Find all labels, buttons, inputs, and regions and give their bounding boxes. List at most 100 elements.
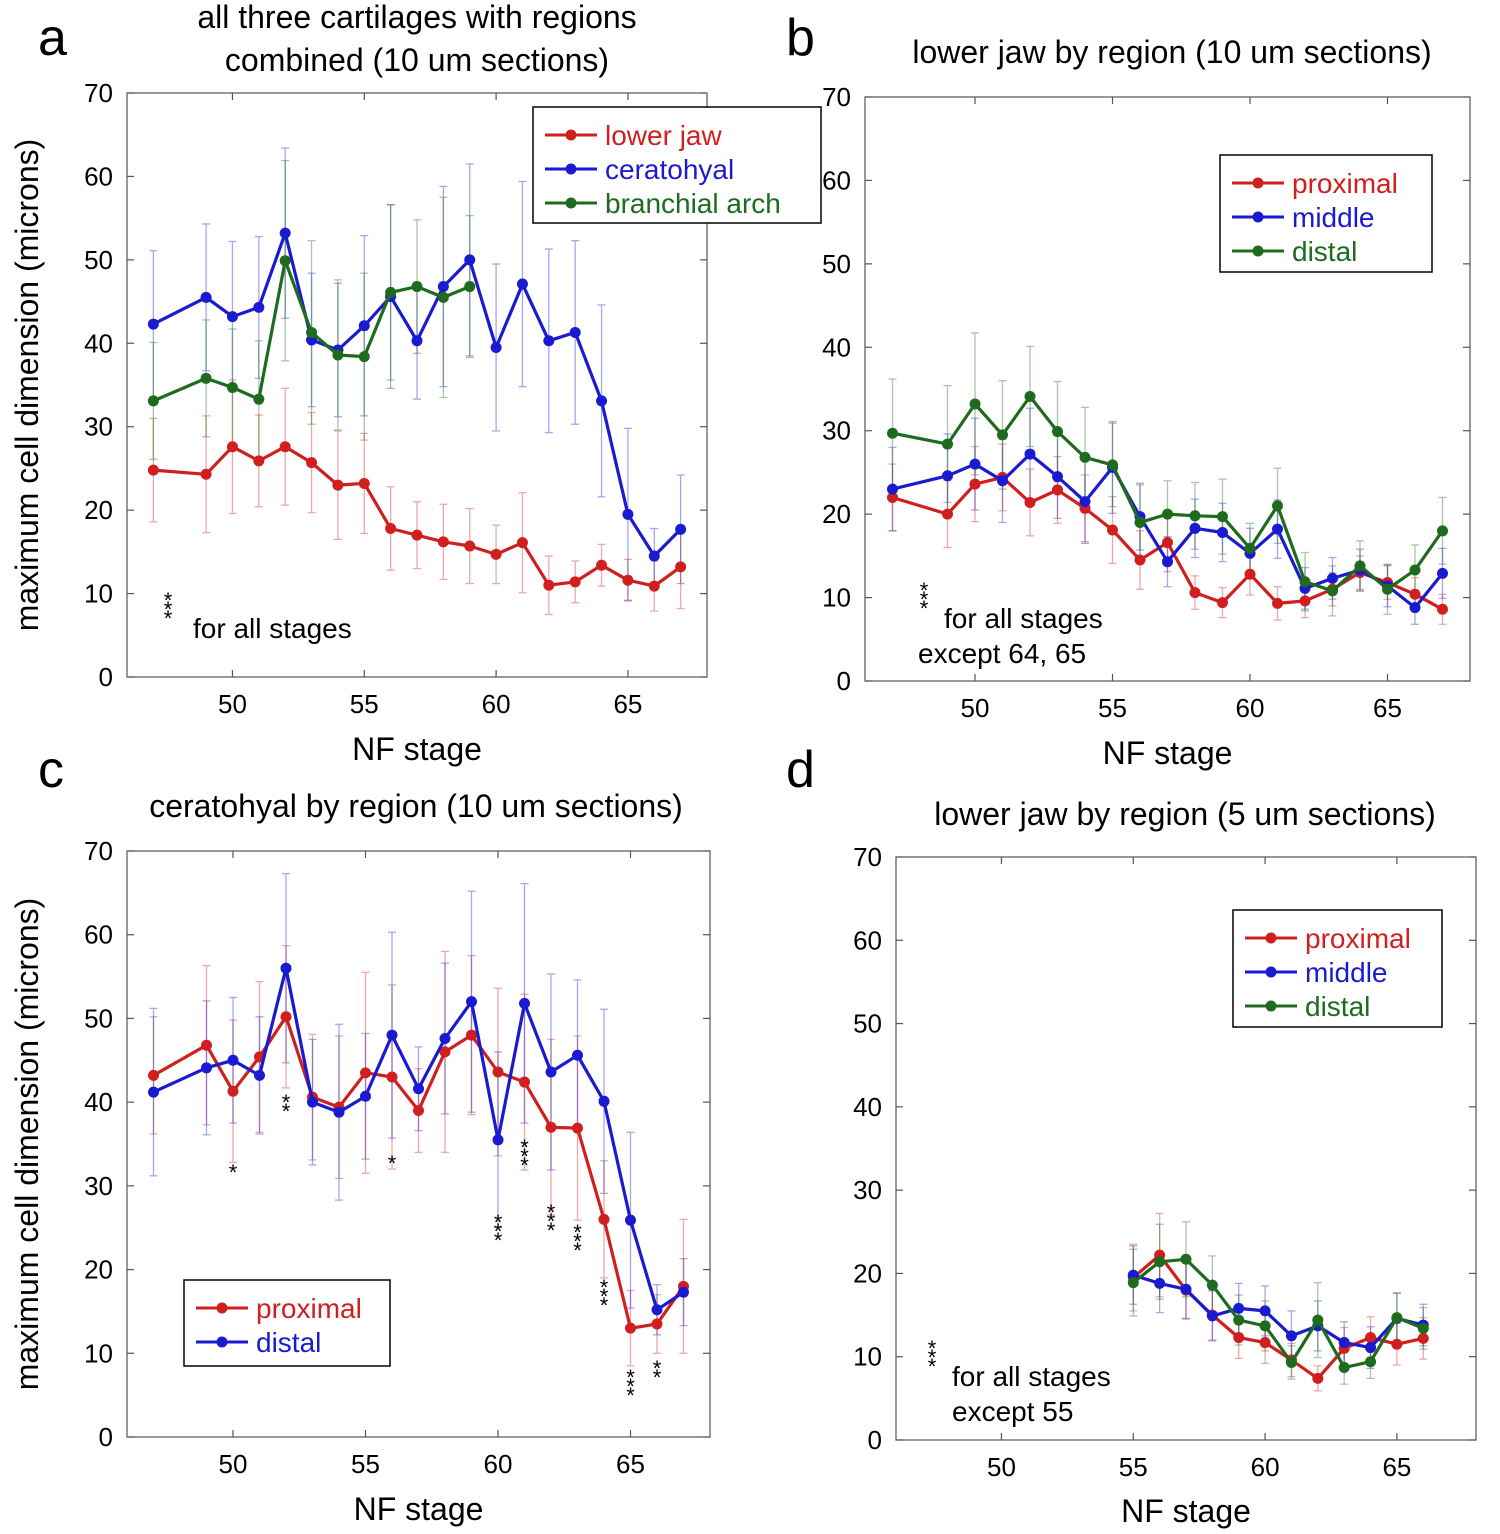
data-point-ceratohyal — [253, 301, 265, 313]
significance-stars-glyph: * — [282, 1099, 291, 1124]
x-tick-label: 60 — [1251, 1452, 1280, 1482]
data-point-branchial-arch — [437, 291, 449, 303]
data-point-distal — [1162, 508, 1173, 520]
significance-stars-glyph: * — [928, 1354, 937, 1379]
significance-stars-glyph: * — [164, 588, 173, 613]
data-point-proximal — [1217, 597, 1228, 609]
data-point-proximal — [1299, 595, 1311, 607]
data-point-lower-jaw — [622, 574, 634, 586]
data-point-lower-jaw — [675, 561, 687, 573]
legend-marker — [1252, 177, 1264, 189]
data-point-branchial-arch — [358, 351, 370, 363]
data-point-distal — [625, 1214, 636, 1226]
legend-label: ceratohyal — [605, 154, 734, 185]
data-point-proximal — [1417, 1332, 1429, 1344]
x-tick-label: 50 — [961, 693, 990, 723]
panel-letter: b — [786, 9, 815, 67]
data-point-distal — [492, 1134, 504, 1146]
data-point-proximal — [1107, 524, 1118, 536]
y-tick-label: 50 — [853, 1009, 882, 1039]
data-point-distal — [997, 429, 1008, 441]
data-point-distal — [280, 962, 292, 974]
significance-stars-glyph: * — [920, 587, 929, 612]
data-point-ceratohyal — [543, 335, 555, 347]
y-tick-label: 40 — [822, 332, 851, 362]
data-point-distal — [887, 427, 898, 439]
data-point-middle — [1259, 1305, 1271, 1317]
plot-frame — [126, 850, 711, 1438]
data-point-proximal — [598, 1213, 610, 1225]
data-point-distal — [1417, 1322, 1429, 1334]
x-axis-label: NF stage — [352, 731, 482, 767]
data-point-ceratohyal — [200, 291, 212, 303]
data-point-proximal — [969, 478, 981, 490]
data-point-distal — [1189, 510, 1201, 522]
data-point-lower-jaw — [306, 457, 318, 469]
significance-stars-glyph: * — [928, 1336, 937, 1361]
significance-stars-glyph: * — [653, 1356, 662, 1381]
data-point-lower-jaw — [147, 464, 159, 476]
panel-d: d lower jaw by region (5 um sections) 0 10 2… — [786, 741, 1477, 1529]
significance-stars: *** — [920, 578, 929, 621]
y-tick-label: 50 — [84, 1003, 113, 1033]
x-tick-label: 65 — [1382, 1452, 1411, 1482]
data-point-distal — [1180, 1253, 1192, 1265]
x-tick-label: 60 — [482, 689, 511, 719]
significance-stars-glyph: * — [164, 606, 173, 631]
data-point-proximal — [1244, 568, 1256, 580]
data-point-middle — [1437, 567, 1448, 579]
data-point-distal — [439, 1033, 451, 1045]
significance-stars: *** — [573, 1220, 582, 1263]
x-axis-label: NF stage — [1103, 735, 1233, 771]
y-tick-label: 30 — [853, 1175, 882, 1205]
data-point-middle — [997, 475, 1008, 487]
data-point-distal — [1354, 560, 1366, 572]
y-tick-label: 60 — [84, 161, 113, 191]
data-point-proximal — [227, 1085, 239, 1097]
data-point-distal — [1134, 516, 1146, 528]
significance-stars: *** — [547, 1200, 556, 1243]
data-point-lower-jaw — [543, 579, 555, 591]
data-point-distal — [307, 1096, 318, 1108]
data-point-proximal — [1312, 1372, 1324, 1384]
significance-note: for all stages — [944, 603, 1103, 634]
y-tick-label: 30 — [84, 412, 113, 442]
y-tick-label: 60 — [822, 165, 851, 195]
data-point-proximal — [545, 1121, 557, 1133]
y-tick-label: 70 — [822, 82, 851, 112]
data-point-ceratohyal — [226, 311, 238, 323]
significance-stars: *** — [626, 1365, 635, 1408]
significance-stars: * — [229, 1160, 238, 1185]
data-point-proximal — [148, 1069, 159, 1081]
data-point-proximal — [360, 1067, 371, 1079]
data-point-distal — [1285, 1357, 1297, 1369]
data-point-proximal — [519, 1076, 530, 1088]
data-point-proximal — [280, 1011, 292, 1023]
significance-stars-glyph: * — [547, 1218, 556, 1243]
data-point-lower-jaw — [490, 548, 502, 560]
data-point-lower-jaw — [279, 441, 291, 453]
data-point-middle — [1272, 523, 1283, 535]
data-point-branchial-arch — [279, 255, 291, 267]
data-point-proximal — [201, 1039, 212, 1051]
y-tick-label: 10 — [84, 1338, 113, 1368]
chart-title: ceratohyal by region (10 um sections) — [149, 788, 683, 824]
data-point-middle — [1206, 1310, 1218, 1322]
significance-stars: *** — [494, 1210, 503, 1253]
data-point-proximal — [1259, 1337, 1271, 1349]
data-point-distal — [969, 398, 981, 410]
y-tick-label: 70 — [84, 836, 113, 866]
data-point-distal — [1272, 500, 1283, 512]
y-tick-label: 60 — [84, 920, 113, 950]
y-tick-label: 20 — [84, 495, 113, 525]
significance-stars-glyph: * — [520, 1144, 529, 1169]
y-tick-label: 40 — [84, 1087, 113, 1117]
significance-stars: * — [388, 1151, 397, 1176]
data-point-proximal — [1162, 537, 1173, 549]
data-point-distal — [1052, 426, 1063, 438]
data-point-lower-jaw — [332, 479, 344, 491]
y-tick-label: 50 — [84, 245, 113, 275]
y-tick-label: 20 — [822, 499, 851, 529]
